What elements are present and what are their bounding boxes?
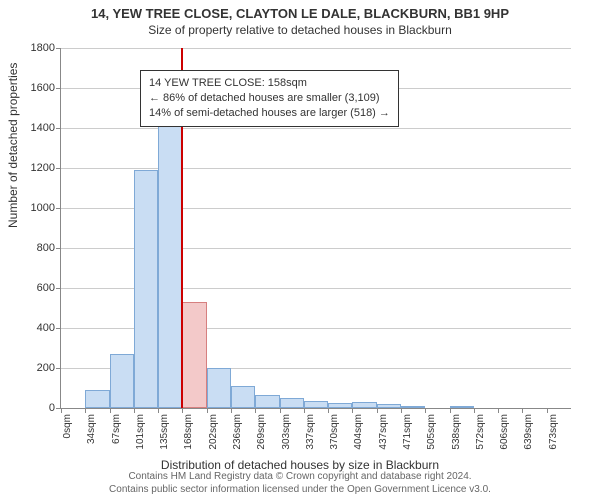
y-tick — [56, 368, 61, 369]
x-tick — [377, 408, 378, 413]
x-tick-label: 370sqm — [329, 414, 340, 450]
y-tick — [56, 168, 61, 169]
x-tick-label: 168sqm — [183, 414, 194, 450]
y-tick-label: 400 — [37, 322, 55, 334]
x-tick-label: 67sqm — [111, 414, 122, 444]
chart-area: 0200400600800100012001400160018000sqm34s… — [60, 48, 570, 408]
x-tick-label: 673sqm — [548, 414, 559, 450]
x-tick-label: 202sqm — [208, 414, 219, 450]
y-tick-label: 200 — [37, 362, 55, 374]
histogram-bar — [207, 368, 231, 408]
x-tick-label: 505sqm — [426, 414, 437, 450]
x-tick-label: 404sqm — [353, 414, 364, 450]
histogram-bar — [231, 386, 255, 408]
x-tick — [547, 408, 548, 413]
histogram-bar-highlight — [182, 302, 206, 408]
x-tick — [231, 408, 232, 413]
footer-line-2: Contains public sector information licen… — [0, 484, 600, 497]
x-tick — [425, 408, 426, 413]
x-tick-label: 572sqm — [475, 414, 486, 450]
y-tick — [56, 88, 61, 89]
y-tick-label: 1800 — [31, 42, 55, 54]
x-tick — [61, 408, 62, 413]
histogram-bar — [401, 406, 425, 408]
histogram-bar — [450, 406, 474, 408]
x-tick-label: 639sqm — [523, 414, 534, 450]
x-tick-label: 101sqm — [135, 414, 146, 450]
x-tick — [450, 408, 451, 413]
histogram-bar — [110, 354, 134, 408]
y-tick-label: 1200 — [31, 162, 55, 174]
annotation-line-1: 14 YEW TREE CLOSE: 158sqm — [149, 76, 390, 91]
annotation-box: 14 YEW TREE CLOSE: 158sqm ← 86% of detac… — [140, 70, 399, 127]
x-tick — [474, 408, 475, 413]
x-tick — [207, 408, 208, 413]
y-tick-label: 1400 — [31, 122, 55, 134]
x-tick — [522, 408, 523, 413]
histogram-bar — [328, 403, 352, 408]
histogram-bar — [85, 390, 109, 408]
histogram-bar — [158, 118, 182, 408]
y-tick — [56, 208, 61, 209]
histogram-bar — [304, 401, 328, 408]
x-tick — [134, 408, 135, 413]
histogram-bar — [134, 170, 158, 408]
x-tick-label: 236sqm — [232, 414, 243, 450]
y-tick — [56, 288, 61, 289]
annotation-line-3: 14% of semi-detached houses are larger (… — [149, 106, 390, 121]
x-tick — [158, 408, 159, 413]
y-tick — [56, 328, 61, 329]
x-tick — [255, 408, 256, 413]
page-subtitle: Size of property relative to detached ho… — [0, 23, 600, 37]
histogram-bar — [377, 404, 401, 408]
y-tick-label: 1600 — [31, 82, 55, 94]
y-tick — [56, 248, 61, 249]
page-title: 14, YEW TREE CLOSE, CLAYTON LE DALE, BLA… — [0, 6, 600, 21]
y-tick-label: 0 — [49, 402, 55, 414]
y-axis-label: Number of detached properties — [6, 63, 20, 228]
footer-text: Contains HM Land Registry data © Crown c… — [0, 471, 600, 496]
y-tick — [56, 128, 61, 129]
x-tick-label: 337sqm — [305, 414, 316, 450]
x-tick — [85, 408, 86, 413]
histogram-bar — [280, 398, 304, 408]
x-tick — [401, 408, 402, 413]
x-tick-label: 538sqm — [451, 414, 462, 450]
x-tick — [498, 408, 499, 413]
histogram-bar — [352, 402, 376, 408]
x-axis-label: Distribution of detached houses by size … — [0, 458, 600, 472]
x-tick-label: 34sqm — [86, 414, 97, 444]
footer-line-1: Contains HM Land Registry data © Crown c… — [0, 471, 600, 484]
x-tick — [304, 408, 305, 413]
y-gridline — [61, 128, 571, 129]
x-tick — [352, 408, 353, 413]
x-tick-label: 269sqm — [256, 414, 267, 450]
x-tick — [110, 408, 111, 413]
x-tick-label: 437sqm — [378, 414, 389, 450]
y-tick — [56, 48, 61, 49]
annotation-line-2: ← 86% of detached houses are smaller (3,… — [149, 91, 390, 106]
y-tick-label: 1000 — [31, 202, 55, 214]
y-tick-label: 600 — [37, 282, 55, 294]
x-tick-label: 471sqm — [402, 414, 413, 450]
x-tick-label: 0sqm — [62, 414, 73, 438]
x-tick — [182, 408, 183, 413]
x-tick — [328, 408, 329, 413]
y-tick-label: 800 — [37, 242, 55, 254]
y-gridline — [61, 48, 571, 49]
y-gridline — [61, 168, 571, 169]
x-tick-label: 135sqm — [159, 414, 170, 450]
histogram-bar — [255, 395, 279, 408]
x-tick-label: 606sqm — [499, 414, 510, 450]
x-tick-label: 303sqm — [281, 414, 292, 450]
x-tick — [280, 408, 281, 413]
